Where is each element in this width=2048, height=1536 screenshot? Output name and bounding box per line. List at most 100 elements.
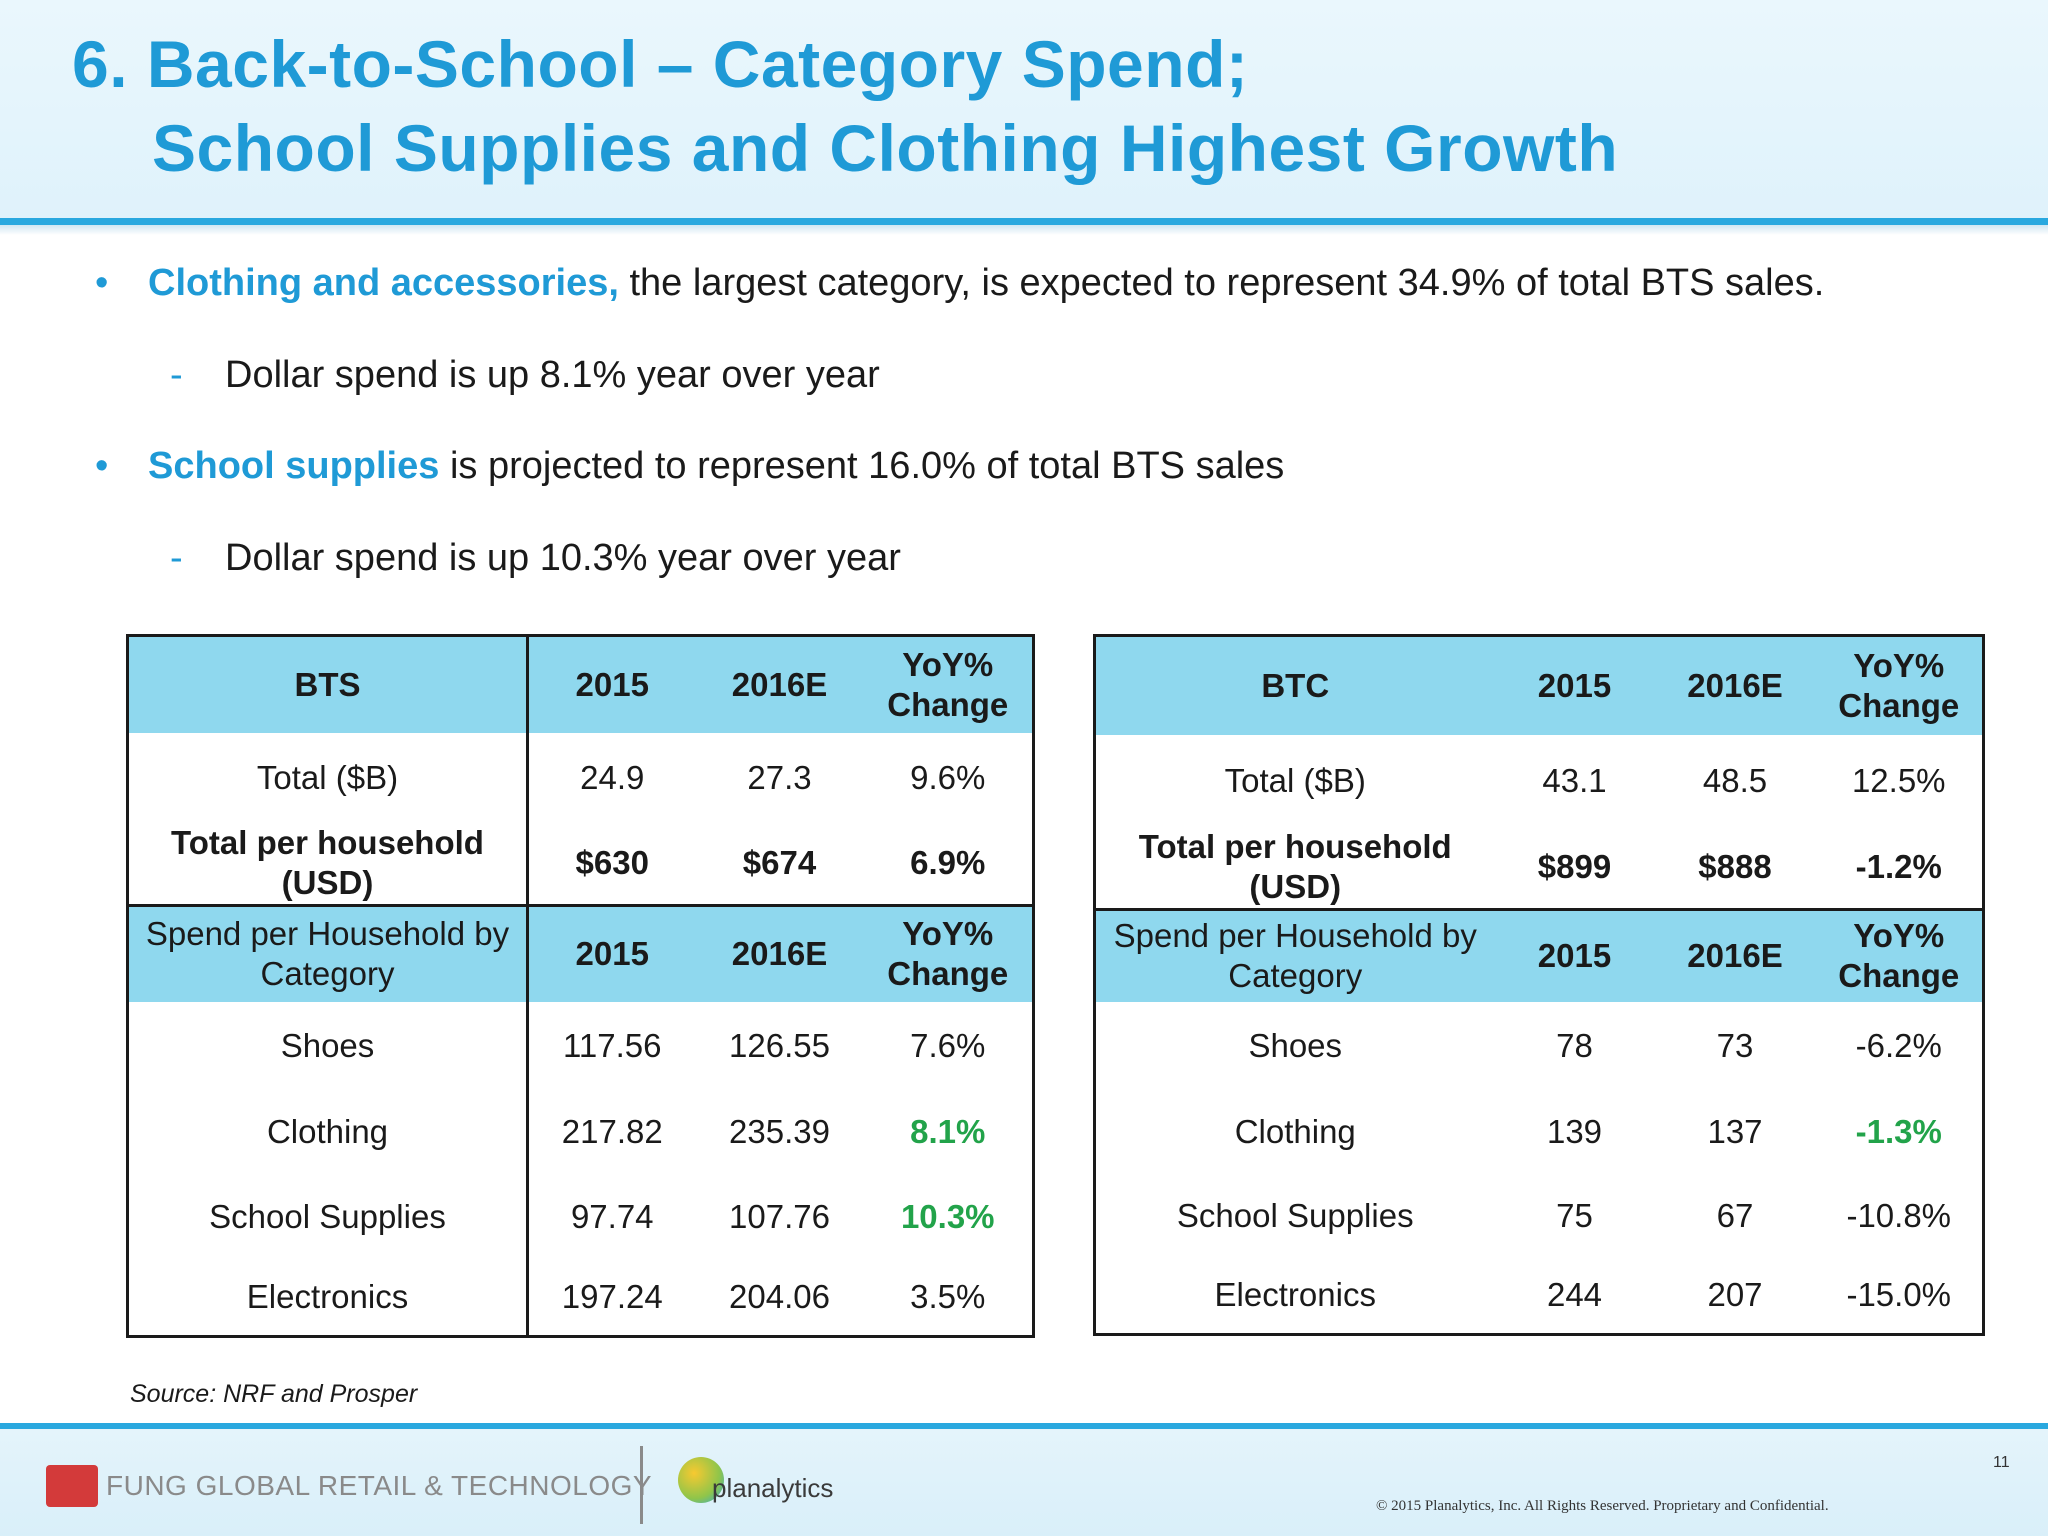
bullet-dot: • bbox=[95, 445, 109, 487]
bts-total-yoy: 9.6% bbox=[910, 758, 986, 796]
bts-subheader-2015: 2015 bbox=[527, 904, 696, 1002]
bts-header-2015: 2015 bbox=[527, 635, 696, 733]
header-divider bbox=[0, 218, 2048, 225]
bullet-1-rest: the largest category, is expected to rep… bbox=[618, 262, 1825, 304]
logo-divider bbox=[640, 1446, 643, 1524]
bts-household-2016e: $674 bbox=[742, 844, 817, 882]
title-line-2: School Supplies and Clothing Highest Gro… bbox=[152, 111, 1619, 185]
btc-header-2016e: 2016E bbox=[1654, 635, 1816, 735]
source-note: Source: NRF and Prosper bbox=[130, 1380, 418, 1408]
btc-subheader-2015: 2015 bbox=[1494, 908, 1655, 1002]
btc-header-2015: 2015 bbox=[1494, 635, 1655, 735]
table-row: Clothing 217.82 235.39 8.1% bbox=[127, 1089, 1034, 1175]
btc-yoy: -15.0% bbox=[1846, 1276, 1952, 1314]
header-shadow bbox=[0, 225, 2048, 235]
bullet-1-text: Clothing and accessories, the largest ca… bbox=[148, 262, 1824, 305]
bts-header-label: BTS bbox=[127, 635, 529, 733]
btc-yoy: -1.3% bbox=[1855, 1112, 1942, 1150]
btc-2016e: 67 bbox=[1716, 1196, 1754, 1234]
bts-2015: 117.56 bbox=[563, 1026, 662, 1064]
btc-2016e: 207 bbox=[1707, 1276, 1763, 1314]
bts-2015: 197.24 bbox=[561, 1278, 663, 1316]
btc-2016e: 137 bbox=[1707, 1112, 1763, 1150]
bts-yoy: 10.3% bbox=[900, 1198, 995, 1235]
bts-total-row: Total ($B) 24.9 27.3 9.6% bbox=[127, 732, 1034, 823]
bts-household-2015: $630 bbox=[575, 844, 649, 882]
bts-household-label: Total per household (USD) bbox=[127, 822, 529, 906]
btc-total-row: Total ($B) 43.1 48.5 12.5% bbox=[1095, 735, 1984, 827]
bullet-dot: • bbox=[95, 262, 109, 304]
btc-2015: 139 bbox=[1546, 1112, 1603, 1150]
bts-household-yoy: 6.9% bbox=[910, 844, 986, 882]
fung-logo-icon bbox=[46, 1465, 98, 1507]
btc-yoy: -10.8% bbox=[1846, 1196, 1952, 1234]
bts-2015: 97.74 bbox=[570, 1198, 654, 1235]
bts-yoy: 7.6% bbox=[910, 1026, 986, 1064]
bullet-2-sub-text: Dollar spend is up 10.3% year over year bbox=[225, 537, 901, 579]
btc-2015: 75 bbox=[1556, 1196, 1593, 1234]
bts-2015: 217.82 bbox=[561, 1113, 663, 1150]
bts-header-row: BTS 2015 2016E YoY% Change bbox=[127, 635, 1034, 733]
table-row: Electronics 244 207 -15.0% bbox=[1095, 1258, 1984, 1335]
bullet-1-sub-text: Dollar spend is up 8.1% year over year bbox=[225, 354, 880, 396]
btc-category: Shoes bbox=[1248, 1026, 1343, 1064]
title-line-1: 6. Back-to-School – Category Spend; bbox=[72, 27, 1249, 101]
bts-header-yoy: YoY% Change bbox=[863, 635, 1034, 733]
btc-subheader-2016e: 2016E bbox=[1654, 908, 1816, 1002]
sub-dash: - bbox=[170, 537, 183, 579]
sub-dash: - bbox=[170, 354, 183, 396]
bts-category: School Supplies bbox=[127, 1174, 529, 1260]
btc-total-label: Total ($B) bbox=[1224, 761, 1366, 799]
btc-header-label: BTC bbox=[1094, 635, 1495, 735]
btc-subheader-row: Spend per Household by Category 2015 201… bbox=[1094, 908, 1984, 1002]
btc-yoy: -6.2% bbox=[1855, 1026, 1942, 1064]
header-band bbox=[0, 0, 2048, 218]
table-row: Clothing 139 137 -1.3% bbox=[1095, 1090, 1984, 1174]
bts-2016e: 204.06 bbox=[729, 1278, 830, 1316]
bts-category: Clothing bbox=[127, 1089, 529, 1175]
table-row: School Supplies 97.74 107.76 10.3% bbox=[127, 1174, 1034, 1260]
bts-category: Electronics bbox=[127, 1259, 529, 1337]
planalytics-logo-text: planalytics bbox=[712, 1473, 834, 1503]
bts-subheader-2016e: 2016E bbox=[695, 904, 864, 1002]
bts-table: BTS 2015 2016E YoY% Change Total ($B) 24… bbox=[126, 634, 1035, 1338]
btc-category: School Supplies bbox=[1176, 1196, 1414, 1234]
bullet-2-rest: is projected to represent 16.0% of total… bbox=[439, 445, 1285, 487]
table-row: School Supplies 75 67 -10.8% bbox=[1095, 1174, 1984, 1258]
btc-household-row: Total per household (USD) $899 $888 -1.2… bbox=[1095, 827, 1984, 910]
footer-divider bbox=[0, 1423, 2048, 1429]
btc-2015: 78 bbox=[1556, 1026, 1593, 1064]
btc-household-2015: $899 bbox=[1537, 848, 1612, 886]
bts-category: Shoes bbox=[127, 1001, 529, 1090]
btc-header-yoy: YoY% Change bbox=[1815, 635, 1984, 735]
bts-subheader-label: Spend per Household by Category bbox=[127, 904, 529, 1002]
bts-header-2016e: 2016E bbox=[695, 635, 864, 733]
bts-yoy: 8.1% bbox=[910, 1113, 986, 1150]
btc-total-2016e: 48.5 bbox=[1702, 761, 1768, 799]
bts-total-label: Total ($B) bbox=[127, 732, 529, 823]
copyright-text: © 2015 Planalytics, Inc. All Rights Rese… bbox=[1376, 1498, 1829, 1514]
btc-total-2015: 43.1 bbox=[1542, 761, 1607, 799]
bts-2016e: 126.55 bbox=[729, 1026, 830, 1064]
table-row: Shoes 117.56 126.55 7.6% bbox=[127, 1001, 1034, 1090]
btc-category: Clothing bbox=[1234, 1112, 1356, 1150]
btc-table: BTC 2015 2016E YoY% Change Total ($B) 43… bbox=[1093, 634, 1985, 1336]
footer-band bbox=[0, 1429, 2048, 1536]
bts-yoy: 3.5% bbox=[910, 1278, 986, 1316]
btc-household-yoy: -1.2% bbox=[1855, 848, 1942, 886]
table-row: Electronics 197.24 204.06 3.5% bbox=[127, 1259, 1034, 1337]
page-number: 11 bbox=[1993, 1454, 2010, 1471]
bts-2016e: 235.39 bbox=[729, 1113, 830, 1150]
bts-total-2016e: 27.3 bbox=[747, 758, 812, 796]
btc-total-yoy: 12.5% bbox=[1851, 761, 1946, 799]
btc-subheader-label: Spend per Household by Category bbox=[1094, 908, 1495, 1002]
fung-logo-text: FUNG GLOBAL RETAIL & TECHNOLOGY bbox=[106, 1470, 653, 1501]
btc-2015: 244 bbox=[1546, 1276, 1603, 1314]
btc-household-label: Total per household (USD) bbox=[1138, 828, 1452, 906]
btc-2016e: 73 bbox=[1716, 1026, 1754, 1064]
bullet-2-highlight: School supplies bbox=[148, 445, 440, 487]
bts-total-2015: 24.9 bbox=[580, 758, 645, 796]
btc-category: Electronics bbox=[1214, 1276, 1376, 1314]
bts-subheader-row: Spend per Household by Category 2015 201… bbox=[127, 904, 1034, 1002]
bts-household-row: Total per household (USD) $630 $674 6.9% bbox=[127, 822, 1034, 906]
